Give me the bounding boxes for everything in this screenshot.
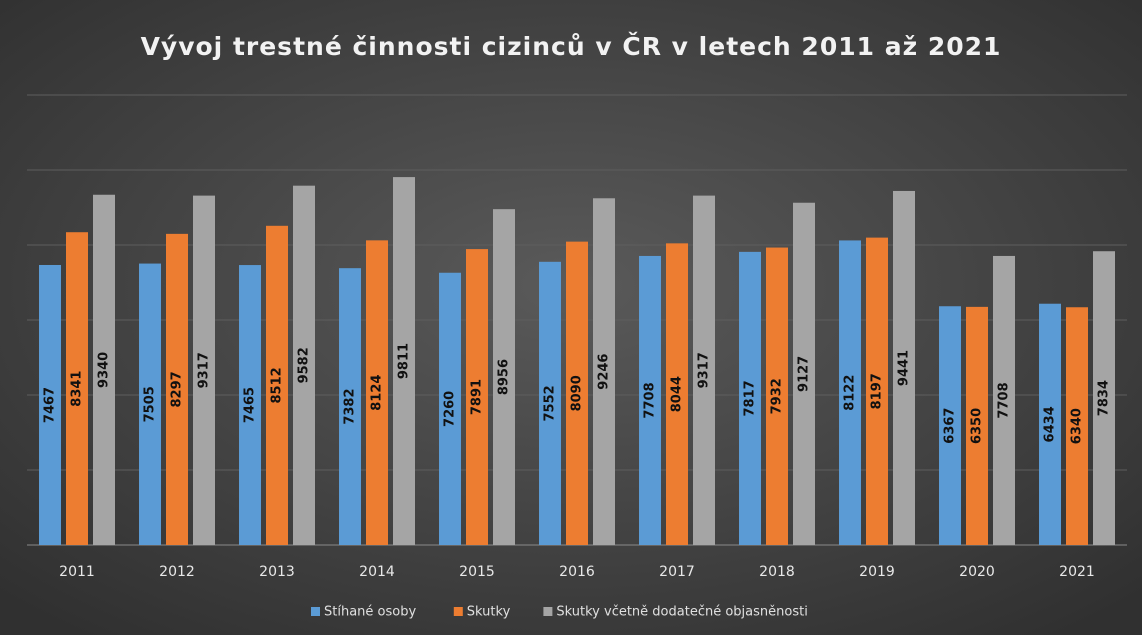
bar <box>893 190 915 545</box>
bar <box>439 272 461 545</box>
data-label: 7708 <box>997 382 1012 418</box>
data-label: 6367 <box>943 408 958 444</box>
bar <box>539 261 561 545</box>
bar <box>39 264 61 545</box>
data-label: 7552 <box>543 385 558 421</box>
data-label: 7834 <box>1097 380 1112 416</box>
bar <box>666 243 688 545</box>
bar <box>566 241 588 545</box>
data-label: 9811 <box>397 343 412 379</box>
bar <box>1066 307 1088 545</box>
bar <box>939 306 961 545</box>
data-label: 8090 <box>570 375 585 411</box>
bar <box>866 237 888 546</box>
bar <box>66 232 88 545</box>
x-tick-label: 2021 <box>1059 564 1095 580</box>
data-label: 9127 <box>797 356 812 392</box>
legend-swatch <box>453 607 463 616</box>
legend-label: Skutky <box>467 605 511 620</box>
bar <box>293 185 315 546</box>
data-label: 8124 <box>370 375 385 411</box>
bar <box>339 268 361 545</box>
bar <box>993 255 1015 545</box>
bar <box>139 263 161 545</box>
bar <box>266 225 288 546</box>
data-label: 7465 <box>243 387 258 423</box>
data-label: 8341 <box>70 371 85 407</box>
data-label: 8512 <box>270 367 285 403</box>
legend-swatch <box>543 607 553 616</box>
legend-label: Skutky včetně dodatečné objasněnosti <box>556 605 807 620</box>
data-label: 7891 <box>470 379 485 415</box>
data-label: 8297 <box>170 371 185 407</box>
data-label: 8122 <box>843 375 858 411</box>
bar <box>1093 251 1115 545</box>
bar <box>166 233 188 546</box>
data-label: 9317 <box>697 352 712 388</box>
data-label: 9582 <box>297 347 312 383</box>
x-tick-label: 2017 <box>659 564 695 580</box>
data-label: 6340 <box>1070 408 1085 444</box>
bar <box>693 195 715 546</box>
x-tick-label: 2014 <box>359 564 395 580</box>
data-label: 6350 <box>970 408 985 444</box>
bar <box>93 194 115 545</box>
bar <box>239 265 261 545</box>
data-label: 9441 <box>897 350 912 386</box>
data-label: 7505 <box>143 386 158 422</box>
data-label: 8956 <box>497 359 512 395</box>
data-label: 7932 <box>770 378 785 414</box>
data-label: 6434 <box>1043 406 1058 442</box>
x-tick-label: 2012 <box>159 564 195 580</box>
bar <box>966 306 988 545</box>
data-label: 7708 <box>643 382 658 418</box>
data-label: 9246 <box>597 354 612 390</box>
x-tick-label: 2018 <box>759 564 795 580</box>
bar <box>366 240 388 545</box>
bar <box>639 255 661 545</box>
x-tick-label: 2016 <box>559 564 595 580</box>
x-tick-label: 2011 <box>59 564 95 580</box>
legend-label: Stíhané osoby <box>324 605 416 620</box>
x-tick-label: 2019 <box>859 564 895 580</box>
bar <box>766 247 788 546</box>
bar <box>739 251 761 546</box>
x-tick-label: 2013 <box>259 564 295 580</box>
x-tick-label: 2020 <box>959 564 995 580</box>
chart-title: Vývoj trestné činnosti cizinců v ČR v le… <box>141 31 1002 61</box>
data-label: 7817 <box>743 380 758 416</box>
data-label: 8197 <box>870 373 885 409</box>
data-label: 9317 <box>197 352 212 388</box>
bar <box>466 249 488 545</box>
bar <box>839 240 861 546</box>
x-tick-label: 2015 <box>459 564 495 580</box>
legend-swatch <box>311 607 320 616</box>
bar <box>793 202 815 546</box>
bar <box>1039 303 1061 545</box>
data-label: 8044 <box>670 376 685 412</box>
bar <box>393 177 415 545</box>
bar <box>193 195 215 546</box>
data-label: 9340 <box>97 352 112 388</box>
data-label: 7467 <box>43 387 58 423</box>
data-label: 7260 <box>443 391 458 427</box>
bar <box>493 209 515 545</box>
bar <box>593 198 615 545</box>
data-label: 7382 <box>343 388 358 424</box>
